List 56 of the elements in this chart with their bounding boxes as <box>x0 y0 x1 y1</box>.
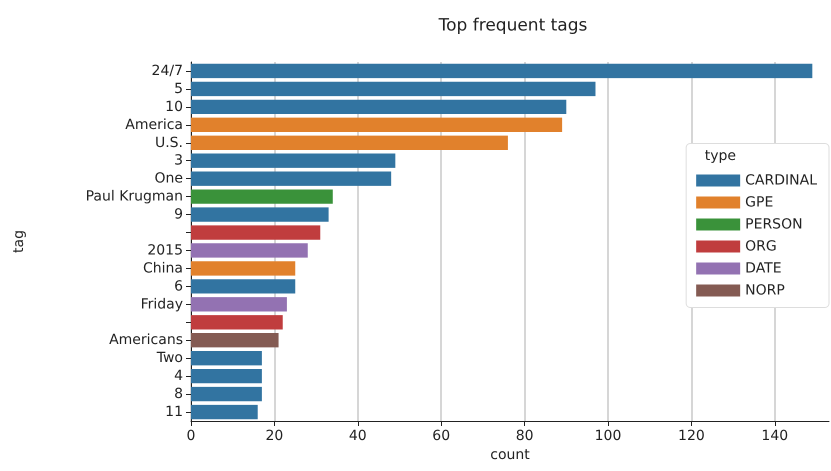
y-tick-label: 2015 <box>147 242 183 258</box>
x-tick-label: 40 <box>348 428 367 444</box>
legend-label: ORG <box>745 238 777 254</box>
x-tick-label: 20 <box>265 428 284 444</box>
y-tick-label: Americans <box>109 332 183 348</box>
y-tick-label: Two <box>156 350 183 366</box>
x-tick-label: 120 <box>678 428 705 444</box>
y-tick-label: One <box>154 170 183 187</box>
x-tick-label: 140 <box>761 428 788 444</box>
y-tick-label: 5 <box>174 80 183 97</box>
bar <box>191 64 812 78</box>
bar <box>191 368 262 384</box>
y-tick-label: 6 <box>174 278 184 294</box>
bar <box>191 136 508 150</box>
x-tick-label: 80 <box>516 428 534 444</box>
y-tick-label: 9 <box>174 206 183 223</box>
legend-label: CARDINAL <box>745 172 818 188</box>
x-tick-label: 60 <box>432 428 450 444</box>
y-tick-label: U.S. <box>154 134 183 151</box>
y-axis-title: tag <box>11 230 27 253</box>
y-tick-label: 3 <box>174 152 183 169</box>
y-tick-label: 11 <box>165 404 183 420</box>
x-tick-label: 0 <box>186 428 196 444</box>
legend-title: type <box>704 148 736 164</box>
y-tick-label: 24/7 <box>152 62 183 79</box>
y-tick-label: 4 <box>174 368 184 384</box>
bar <box>191 225 320 240</box>
legend-label: DATE <box>745 260 782 276</box>
bar <box>191 404 258 420</box>
legend-label: PERSON <box>745 216 803 232</box>
bar <box>191 154 396 168</box>
bar <box>191 350 262 366</box>
y-tick-label: 8 <box>174 386 183 402</box>
y-tick-label: 10 <box>165 98 183 115</box>
x-axis-title: count <box>490 446 530 463</box>
y-tick-label: China <box>143 260 183 276</box>
bar <box>191 100 566 114</box>
bar <box>191 82 596 96</box>
bar <box>191 207 329 222</box>
bar <box>191 118 562 132</box>
y-tick-label: America <box>125 116 183 133</box>
bar <box>191 189 333 204</box>
chart-title: Top frequent tags <box>438 16 588 36</box>
bar <box>191 386 262 402</box>
y-tick-label: Friday <box>140 296 183 312</box>
bar <box>191 297 287 312</box>
y-tick-label: Paul Krugman <box>86 188 183 205</box>
bar <box>191 279 296 294</box>
bar <box>191 315 283 330</box>
legend-label: NORP <box>745 282 785 298</box>
bar <box>191 171 392 186</box>
bar <box>191 261 296 276</box>
bar <box>191 333 279 348</box>
x-tick-label: 100 <box>594 428 622 444</box>
legend-label: GPE <box>745 194 774 210</box>
bar <box>191 243 308 258</box>
